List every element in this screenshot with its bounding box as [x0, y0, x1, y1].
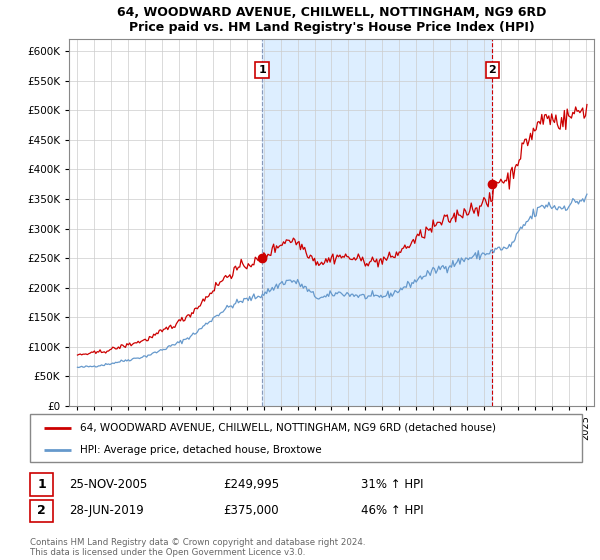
- Text: 1: 1: [258, 65, 266, 75]
- Bar: [30, 500, 53, 522]
- Bar: [262, 39, 493, 406]
- Text: Contains HM Land Registry data © Crown copyright and database right 2024.
This d: Contains HM Land Registry data © Crown c…: [30, 538, 365, 557]
- Text: 2: 2: [488, 65, 496, 75]
- Text: 28-JUN-2019: 28-JUN-2019: [68, 504, 143, 517]
- Bar: [30, 473, 53, 496]
- Title: 64, WOODWARD AVENUE, CHILWELL, NOTTINGHAM, NG9 6RD
Price paid vs. HM Land Regist: 64, WOODWARD AVENUE, CHILWELL, NOTTINGHA…: [117, 6, 546, 34]
- Text: 46% ↑ HPI: 46% ↑ HPI: [361, 504, 424, 517]
- Text: 31% ↑ HPI: 31% ↑ HPI: [361, 478, 424, 491]
- Text: 64, WOODWARD AVENUE, CHILWELL, NOTTINGHAM, NG9 6RD (detached house): 64, WOODWARD AVENUE, CHILWELL, NOTTINGHA…: [80, 423, 496, 433]
- Text: £249,995: £249,995: [223, 478, 280, 491]
- Text: 2: 2: [37, 504, 46, 517]
- Text: HPI: Average price, detached house, Broxtowe: HPI: Average price, detached house, Brox…: [80, 445, 322, 455]
- Text: 1: 1: [37, 478, 46, 491]
- Text: £375,000: £375,000: [223, 504, 279, 517]
- Text: 25-NOV-2005: 25-NOV-2005: [68, 478, 147, 491]
